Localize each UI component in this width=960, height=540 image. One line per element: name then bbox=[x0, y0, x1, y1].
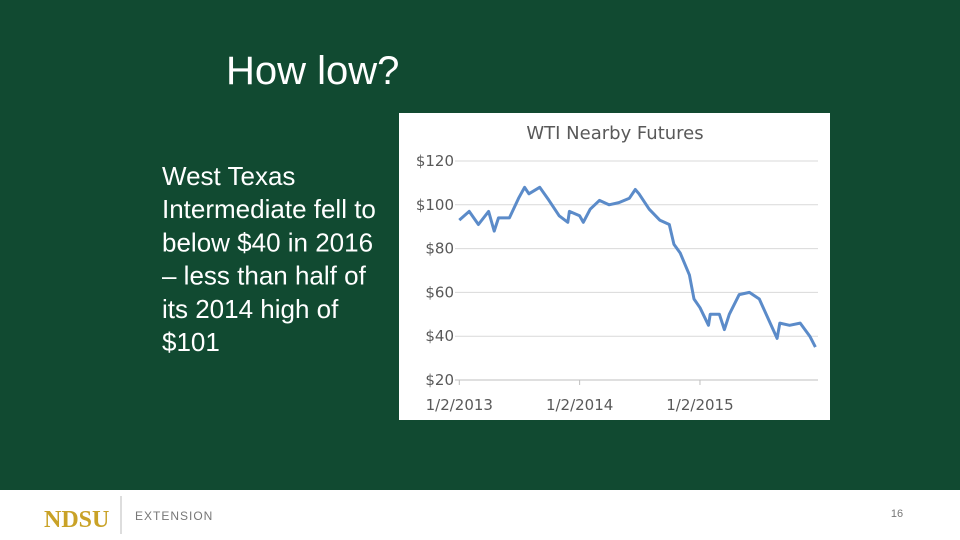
body-line: $101 bbox=[162, 327, 220, 357]
slide-title: How low? bbox=[226, 49, 399, 93]
chart-panel bbox=[399, 113, 830, 420]
body-line: West Texas bbox=[162, 161, 295, 191]
y-tick-label: $120 bbox=[416, 152, 454, 170]
plot: $20 $40 $60 $80 $100 $120 1/2/2013 1/2/2014 1/2/… bbox=[416, 152, 818, 414]
price-line bbox=[458, 185, 817, 348]
body-line: its 2014 high of bbox=[162, 294, 339, 324]
footer-unit: EXTENSION bbox=[135, 509, 213, 523]
y-tick-label: $80 bbox=[425, 240, 454, 258]
body-line: – less than half of bbox=[162, 261, 367, 291]
y-tick-label: $60 bbox=[425, 283, 454, 301]
y-tick-label: $20 bbox=[425, 371, 454, 389]
x-tick-label: 1/2/2014 bbox=[546, 396, 613, 414]
chart-title: WTI Nearby Futures bbox=[526, 123, 703, 144]
x-tick-label: 1/2/2013 bbox=[426, 396, 493, 414]
x-tick-label: 1/2/2015 bbox=[666, 396, 733, 414]
footer-band bbox=[0, 490, 960, 540]
y-tick-label: $100 bbox=[416, 196, 454, 214]
page-number: 16 bbox=[891, 508, 903, 520]
footer-logo: NDSU bbox=[44, 507, 109, 533]
y-tick-label: $40 bbox=[425, 327, 454, 345]
body-line: below $40 in 2016 bbox=[162, 227, 373, 257]
body-line: Intermediate fell to bbox=[162, 194, 376, 224]
